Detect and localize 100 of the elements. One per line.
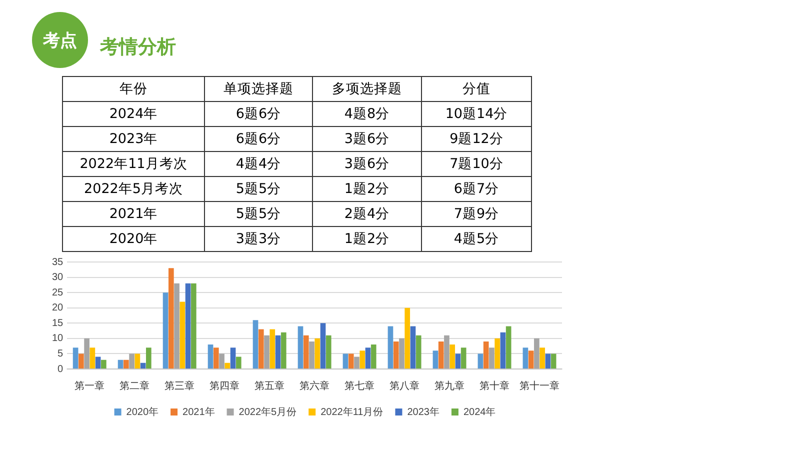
text: 2022年5月考次 (62, 176, 204, 202)
bar (314, 338, 320, 368)
bar (140, 362, 146, 368)
bar (540, 348, 545, 368)
bar (134, 354, 140, 368)
bar (388, 326, 394, 368)
bar (348, 354, 354, 368)
bar (162, 292, 168, 368)
x-tick-label: 第八章 (390, 380, 420, 392)
x-tick-label: 第六章 (300, 380, 330, 392)
text: 6题6分 (204, 126, 312, 152)
legend-label: 2021年 (182, 406, 215, 418)
bar (252, 320, 258, 368)
bar (309, 341, 314, 368)
bar (95, 356, 101, 368)
x-tick-label: 第三章 (164, 380, 195, 392)
bar (393, 341, 399, 368)
bar (174, 283, 180, 368)
bar (118, 360, 124, 368)
bar (185, 283, 191, 368)
y-tick-label: 25 (52, 287, 64, 298)
bar (180, 302, 186, 368)
text: 2022年11月考次 (62, 152, 204, 176)
bar (124, 360, 129, 368)
bar (146, 348, 152, 368)
x-tick-label: 第二章 (120, 380, 150, 392)
bar (489, 348, 494, 368)
legend-label: 2022年5月份 (238, 406, 297, 418)
bar (416, 335, 422, 368)
bar (129, 354, 134, 368)
bar (78, 354, 84, 368)
bar (208, 344, 214, 368)
bar (264, 335, 270, 368)
x-tick-label: 第五章 (254, 380, 285, 392)
bar (460, 348, 466, 368)
bar (550, 354, 556, 368)
bar (190, 283, 196, 368)
text: 6题6分 (204, 102, 312, 126)
bar (230, 348, 236, 368)
text: 4题4分 (204, 152, 312, 176)
text: 7题10分 (422, 152, 532, 176)
bar (298, 326, 304, 368)
bar (534, 338, 540, 368)
bar (528, 350, 534, 368)
chart-title: 考情分析 (100, 35, 176, 60)
bar (478, 354, 484, 368)
bar (522, 348, 528, 368)
bar (545, 354, 551, 368)
text: 分值 (422, 76, 532, 102)
y-tick-label: 15 (52, 318, 64, 329)
bar (258, 329, 264, 368)
bar (303, 335, 309, 368)
text: 4题8分 (312, 102, 422, 126)
bar (168, 268, 174, 368)
text: 2024年 (62, 102, 204, 126)
bar (432, 350, 438, 368)
text: 5题5分 (204, 202, 312, 226)
y-tick-label: 20 (52, 302, 64, 314)
text: 年份 (62, 76, 204, 102)
y-tick-label: 30 (52, 272, 64, 284)
text: 9题12分 (422, 126, 532, 152)
text: 单项选择题 (204, 76, 312, 102)
bar (326, 335, 332, 368)
text: 2021年 (62, 202, 204, 226)
bar (410, 326, 416, 368)
x-tick-label: 第七章 (344, 380, 375, 392)
bar (213, 348, 219, 368)
bar (444, 335, 450, 368)
bar (219, 354, 224, 368)
bar (320, 323, 326, 368)
bar (342, 354, 348, 368)
text: 5题5分 (204, 176, 312, 202)
bar (483, 341, 489, 368)
legend-label: 2022年11月份 (320, 406, 384, 418)
bar (101, 360, 106, 368)
x-tick-label: 第十章 (480, 380, 510, 392)
text: 1题2分 (312, 226, 422, 252)
text: 多项选择题 (312, 76, 422, 102)
chart-subtitle: 考点 (32, 12, 88, 68)
bar (72, 348, 78, 368)
bar (365, 348, 371, 368)
bar (224, 362, 230, 368)
bar (494, 338, 500, 368)
y-tick-label: 35 (52, 256, 64, 268)
y-tick-label: 0 (58, 364, 64, 375)
x-tick-label: 第十一章 (520, 380, 560, 392)
text: 6题7分 (422, 176, 532, 202)
bar (506, 326, 512, 368)
bar (399, 338, 404, 368)
bar (90, 348, 96, 368)
y-tick-label: 5 (58, 348, 64, 360)
bar (84, 338, 90, 368)
legend-label: 2024年 (463, 406, 496, 418)
bar (438, 341, 444, 368)
bar (275, 335, 281, 368)
x-tick-label: 第一章 (74, 380, 105, 392)
text: 3题6分 (312, 152, 422, 176)
x-tick-label: 第四章 (210, 380, 240, 392)
legend-label: 2023年 (407, 406, 440, 418)
x-tick-label: 第九章 (434, 380, 465, 392)
